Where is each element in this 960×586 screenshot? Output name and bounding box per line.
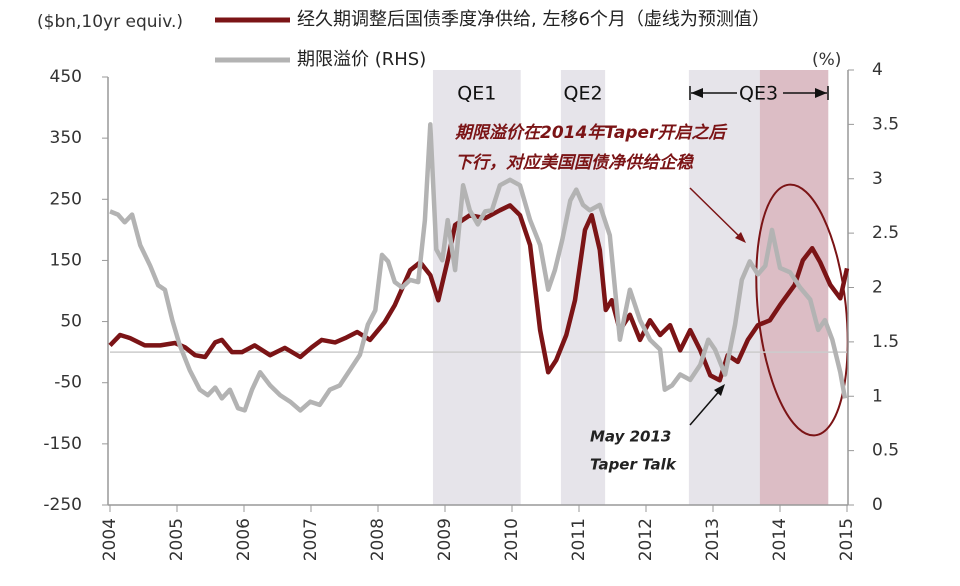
taper-arrowhead (714, 384, 725, 396)
x-tick-label: 2006 (234, 518, 254, 561)
y-tick-label: 150 (50, 250, 82, 270)
x-tick-label: 2014 (770, 518, 790, 561)
y2-tick-label: 0.5 (872, 441, 899, 461)
y2-tick-label: 4 (872, 60, 883, 80)
note-arrow (689, 187, 744, 241)
y-tick-label: -250 (43, 495, 82, 515)
legend-label: 期限溢价 (RHS) (297, 49, 426, 70)
x-tick-label: 2005 (167, 518, 187, 561)
y2-axis-label: (%) (812, 50, 841, 70)
series-line (108, 203, 850, 383)
y-tick-label: 250 (50, 189, 82, 209)
highlight-ellipse (755, 183, 849, 437)
note-arrowhead (735, 232, 746, 243)
y-axis-label: ($bn,10yr equiv.) (37, 12, 183, 32)
annotation: 下行，对应美国国债净供给企稳 (455, 153, 695, 173)
x-tick-label: 2009 (435, 518, 455, 561)
y2-tick-label: 0 (872, 495, 883, 515)
x-tick-label: 2004 (100, 518, 120, 561)
y-tick-label: 50 (60, 312, 82, 332)
taper-arrow (689, 387, 723, 426)
annotation: May 2013 (590, 428, 671, 446)
y2-tick-label: 2 (872, 278, 883, 298)
y-tick-label: 350 (50, 128, 82, 148)
shaded-region (432, 70, 521, 505)
x-tick-label: 2011 (569, 518, 589, 561)
qe3-arrowhead (815, 88, 827, 98)
annotation: Taper Talk (590, 456, 677, 474)
x-tick-label: 2012 (636, 518, 656, 561)
y2-tick-label: 3.5 (872, 114, 899, 134)
y2-tick-label: 1.5 (872, 332, 899, 352)
y-tick-label: 450 (50, 67, 82, 87)
x-tick-label: 2008 (368, 518, 388, 561)
qe3-arrowhead (691, 88, 703, 98)
y2-tick-label: 1 (872, 386, 883, 406)
region-label: QE2 (563, 83, 602, 105)
region-label: QE1 (457, 83, 496, 105)
region-label: QE3 (739, 83, 778, 105)
annotation: 期限溢价在2014年Taper开启之后 (454, 123, 728, 143)
shaded-region (560, 70, 606, 505)
series-line (109, 122, 848, 413)
y2-tick-label: 2.5 (872, 223, 899, 243)
y2-tick-label: 3 (872, 169, 883, 189)
x-tick-label: 2010 (502, 518, 522, 561)
y-tick-label: -150 (43, 434, 82, 454)
x-tick-label: 2015 (837, 518, 857, 561)
legend-label: 经久期调整后国债季度净供给, 左移6个月（虚线为预测值） (297, 9, 770, 30)
x-tick-label: 2007 (301, 518, 321, 561)
x-tick-label: 2013 (703, 518, 723, 561)
y-tick-label: -50 (54, 373, 82, 393)
